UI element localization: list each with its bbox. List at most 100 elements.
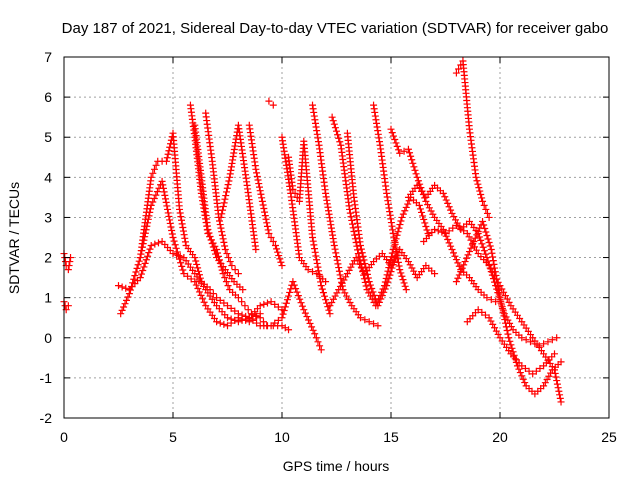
x-tick-label: 10 [274,429,290,445]
data-point-interp [296,295,304,303]
data-point-interp [501,316,509,324]
data-point-interp [381,285,389,293]
data-point-interp [290,281,298,289]
data-point-interp [353,242,361,250]
data-point-interp [384,278,392,286]
data-point [383,282,391,290]
data-point [479,197,487,205]
data-point-interp [405,197,413,205]
series-arc-i [217,121,260,254]
data-point-interp [216,217,224,225]
data-point-interp [394,255,402,263]
data-point-interp [122,284,130,292]
data-point [265,229,273,237]
data-point-interp [159,181,167,189]
series-arc-s [387,125,500,306]
data-point-interp [387,268,395,276]
data-point-interp [254,176,262,184]
data-point-interp [164,205,172,213]
series-arc-o [326,246,439,310]
data-point-interp [258,194,266,202]
data-point-interp [292,285,300,293]
data-point-interp [460,261,468,269]
data-point-interp [475,184,483,192]
x-tick-label: 0 [60,429,68,445]
data-point-interp [146,245,154,253]
data-point-interp [140,263,148,271]
data-point-interp [467,244,475,252]
data-point-interp [219,203,227,211]
series-arc-w [452,217,565,398]
data-point [289,278,297,286]
data-point [158,177,166,185]
data-point-interp [253,169,261,177]
data-point-interp [135,257,143,265]
data-point-interp [495,290,503,298]
data-point-interp [314,338,322,346]
data-point-interp [416,205,424,213]
data-point-interp [286,288,294,296]
data-point-interp [507,341,515,349]
data-point-interp [333,127,340,135]
data-point-interp [473,177,481,185]
data-point-interp [480,247,488,255]
data-point-interp [153,188,161,196]
y-tick-label: 3 [44,209,52,225]
data-point [505,334,513,342]
data-point-interp [543,375,551,383]
data-point [448,246,456,254]
data-point-interp [358,249,366,257]
data-point [551,350,558,358]
data-point [404,145,412,153]
data-point-interp [450,213,458,221]
data-point-interp [163,154,171,162]
data-point-interp [164,150,172,158]
data-point [245,314,253,322]
axis-ticks: 0 5 10 15 20 25 -2 -1 0 1 2 3 4 5 6 7 [40,49,617,445]
data-point-interp [447,242,455,250]
data-point [256,314,264,322]
data-point-interp [220,299,228,307]
data-point-interp [224,282,232,290]
data-point-interp [445,227,453,235]
data-point-interp [345,266,353,274]
data-point-interp [477,236,485,244]
data-point [147,242,155,250]
data-point-interp [445,203,453,211]
data-point-interp [347,263,355,271]
data-point [213,294,221,302]
data-point-interp [321,292,329,300]
data-point-interp [346,298,354,306]
data-point-interp [488,249,496,257]
data-point-interp [260,300,268,308]
series-arc-v [452,57,493,221]
data-point-interp [410,267,418,275]
data-point-interp [465,248,473,256]
data-point-interp [223,184,231,192]
data-point-interp [492,327,500,335]
data-point-interp [298,302,306,310]
data-point-interp [269,238,277,246]
data-point-interp [176,255,184,263]
data-point-interp [168,226,176,234]
data-point-interp [536,365,544,373]
data-point-interp [387,256,395,264]
data-point-interp [181,238,189,246]
data-point-interp [400,279,408,287]
data-point-interp [151,240,159,248]
data-point [278,314,286,322]
data-point-interp [498,305,506,313]
data-point-interp [222,278,230,286]
data-point-interp [357,245,365,253]
data-point-interp [385,275,393,283]
data-point [557,358,565,366]
data-point [356,314,364,322]
x-tick-label: 25 [601,429,617,445]
data-point-interp [249,316,257,324]
data-point-interp [493,275,501,283]
data-point-interp [378,292,386,300]
data-point-interp [397,217,405,225]
data-point-interp [540,340,548,348]
data-point [317,346,325,354]
